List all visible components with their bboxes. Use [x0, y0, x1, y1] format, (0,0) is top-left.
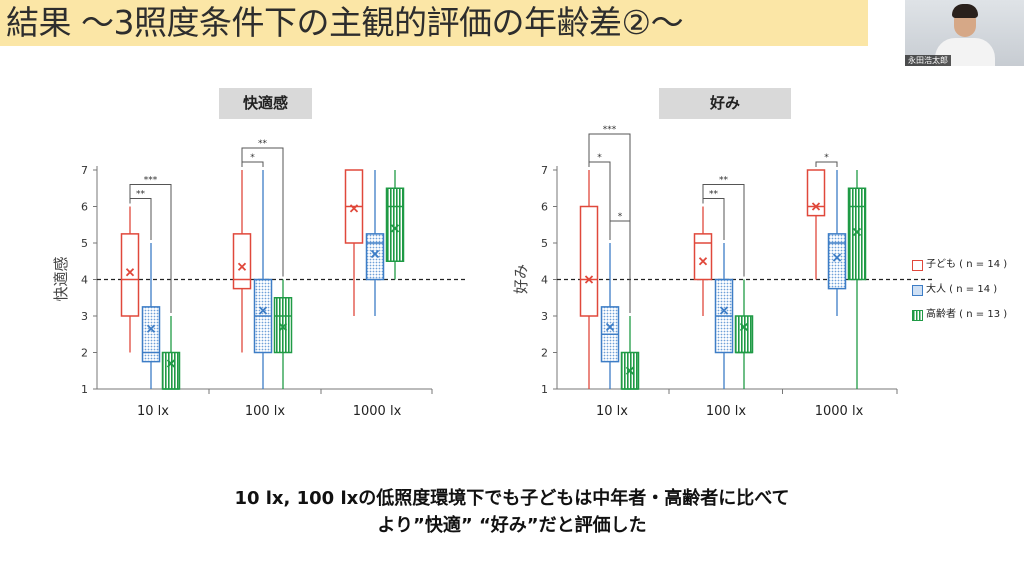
significance-label: **	[709, 190, 719, 200]
y-tick-label: 4	[81, 274, 88, 287]
box-adult	[827, 233, 847, 290]
box-mean-marker	[584, 275, 594, 284]
box-mean-marker	[125, 268, 135, 277]
significance-label: **	[136, 190, 146, 200]
significance-label: **	[719, 176, 729, 186]
significance-label: *	[597, 153, 602, 163]
box-elderly	[385, 187, 405, 262]
significance-label: *	[250, 153, 255, 163]
legend-label: 子ども ( n = 14 )	[926, 259, 1008, 270]
x-category-label: 100 lx	[245, 404, 286, 419]
box-mean-marker	[237, 262, 247, 271]
x-category-label: 10 lx	[596, 404, 628, 419]
y-tick-label: 4	[541, 274, 548, 287]
box-mean-marker	[739, 322, 749, 332]
x-category-label: 100 lx	[706, 404, 747, 419]
y-tick-label: 3	[541, 310, 548, 323]
conclusion-text: 10 lx, 100 lxの低照度環境下でも子どもは中年者・高齢者に比べて より…	[0, 485, 1024, 539]
y-tick-label: 1	[541, 383, 548, 396]
y-tick-label: 3	[81, 310, 88, 323]
box-child	[693, 233, 713, 281]
box-mean-marker	[146, 324, 156, 333]
x-category-label: 10 lx	[137, 404, 169, 419]
box-mean-marker	[349, 204, 359, 213]
y-axis-label: 快適感	[52, 256, 70, 301]
slide-title: 結果 〜3照度条件下の主観的評価の年齢差②〜	[6, 3, 684, 42]
significance-label: ***	[603, 125, 617, 135]
significance-bracket	[129, 184, 172, 313]
box-mean-marker	[258, 306, 268, 315]
box-child	[120, 233, 140, 317]
box-elderly	[734, 315, 754, 354]
box-adult	[141, 306, 161, 363]
legend-label: 高齢者 ( n = 13 )	[926, 309, 1008, 320]
legend-swatch-elderly	[912, 310, 923, 321]
box-mean-marker	[811, 202, 821, 211]
panel-label-comfort: 快適感	[219, 88, 312, 119]
box-adult	[365, 233, 385, 281]
box-elderly	[847, 187, 867, 281]
box-mean-marker	[390, 224, 400, 233]
box-child	[806, 169, 826, 217]
x-category-label: 1000 lx	[353, 404, 402, 419]
y-axis-label: 好み	[512, 264, 530, 294]
x-category-label: 1000 lx	[815, 404, 864, 419]
presenter-hair	[952, 4, 978, 18]
box-mean-marker	[370, 249, 380, 259]
box-child	[232, 233, 252, 290]
conclusion-line-2: より”快適” “好み”だと評価した	[377, 515, 647, 536]
conclusion-line-1: 10 lx, 100 lxの低照度環境下でも子どもは中年者・高齢者に比べて	[234, 488, 790, 509]
box-elderly	[161, 351, 181, 390]
title-band	[0, 0, 868, 46]
significance-label: *	[824, 153, 829, 163]
significance-label: *	[618, 212, 623, 222]
significance-bracket	[609, 220, 631, 313]
box-mean-marker	[166, 359, 176, 368]
box-mean-marker	[625, 366, 635, 375]
panel-label-preference: 好み	[659, 88, 791, 119]
legend-swatch-adult	[912, 285, 923, 296]
significance-bracket	[241, 147, 284, 277]
significance-label: **	[258, 139, 268, 149]
box-child	[579, 205, 599, 317]
y-tick-label: 6	[81, 201, 88, 214]
y-tick-label: 7	[81, 164, 88, 177]
significance-bracket	[815, 161, 838, 167]
y-tick-label: 2	[541, 347, 548, 360]
webcam-thumbnail: 永田浩太郎	[905, 0, 1024, 66]
y-tick-label: 7	[541, 164, 548, 177]
box-elderly	[273, 297, 293, 354]
box-mean-marker	[832, 253, 842, 262]
y-tick-label: 2	[81, 347, 88, 360]
y-tick-label: 5	[541, 237, 548, 250]
significance-bracket	[588, 133, 631, 313]
box-mean-marker	[278, 322, 288, 332]
y-tick-label: 6	[541, 201, 548, 214]
significance-label: ***	[144, 176, 158, 186]
y-tick-label: 1	[81, 383, 88, 396]
box-mean-marker	[698, 257, 708, 266]
presenter-name: 永田浩太郎	[905, 55, 951, 66]
legend-swatch-child	[912, 260, 923, 271]
legend-label: 大人 ( n = 14 )	[926, 284, 998, 295]
box-mean-marker	[852, 227, 862, 237]
box-mean-marker	[605, 322, 615, 332]
y-tick-label: 5	[81, 237, 88, 250]
box-mean-marker	[719, 306, 729, 315]
significance-bracket	[702, 184, 745, 277]
